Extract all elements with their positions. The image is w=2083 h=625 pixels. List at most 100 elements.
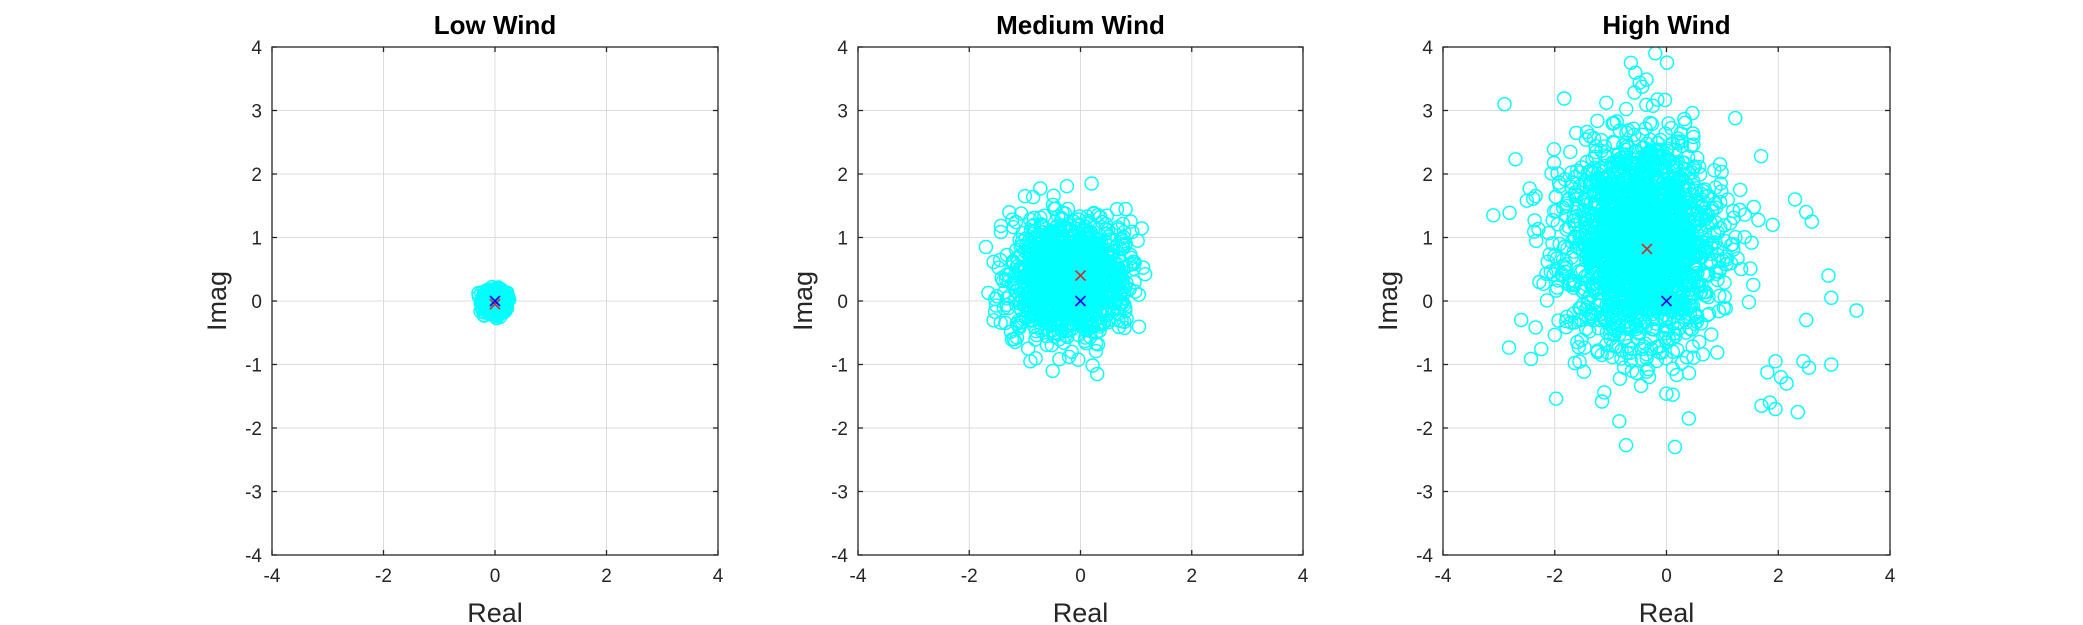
y-tick-label: 2	[251, 165, 262, 186]
y-tick-label: -3	[245, 483, 262, 504]
scatter-point	[1680, 254, 1695, 269]
y-tick-label: -4	[245, 546, 262, 567]
scatter-point	[1714, 164, 1729, 180]
scatter-point	[1556, 91, 1572, 106]
scatter-point	[1677, 115, 1693, 130]
scatter-point	[1657, 331, 1673, 346]
data-points	[978, 176, 1153, 382]
scatter-point	[1550, 217, 1565, 232]
scatter-point	[1565, 277, 1581, 293]
scatter-point	[1656, 216, 1671, 231]
x-marker	[489, 295, 501, 307]
scatter-point	[1639, 72, 1654, 87]
scatter-point	[1513, 312, 1529, 328]
y-tick-label: -1	[1416, 356, 1433, 377]
scatter-point	[1633, 207, 1649, 222]
scatter-point	[1577, 340, 1592, 355]
scatter-point	[1006, 331, 1021, 347]
x-marker-stroke	[489, 298, 501, 310]
scatter-point	[1026, 272, 1041, 287]
scatter-point	[1626, 127, 1642, 143]
scatter-point	[1581, 243, 1597, 259]
y-tick-label: -4	[831, 546, 848, 567]
scatter-point	[1585, 281, 1600, 296]
scatter-point	[1571, 236, 1587, 252]
scatter-point	[1054, 210, 1069, 226]
scatter-point	[1094, 288, 1109, 303]
scatter-point	[1633, 293, 1648, 308]
scatter-point	[1540, 254, 1555, 269]
scatter-point	[1639, 97, 1654, 113]
scatter-point	[1634, 79, 1650, 94]
axes: -4 -2 0 2 4 -4 -3 -2 -1 0 1 2 3 4	[1416, 38, 1896, 587]
scatter-point	[1526, 224, 1542, 239]
scatter-point	[1670, 342, 1685, 358]
scatter-point	[1682, 306, 1698, 322]
scatter-point	[1001, 274, 1016, 289]
data-points	[471, 279, 517, 326]
scatter-point	[1643, 331, 1658, 347]
scatter-point	[1640, 268, 1656, 283]
scatter-point	[1657, 263, 1673, 278]
scatter-point	[1093, 316, 1108, 332]
x-marker	[1074, 295, 1087, 307]
scatter-point	[1689, 225, 1704, 241]
scatter-point	[1550, 166, 1565, 181]
scatter-point	[1686, 137, 1701, 152]
scatter-point	[1679, 350, 1694, 365]
scatter-point	[1059, 178, 1075, 194]
scatter-point	[1618, 438, 1634, 453]
scatter-point	[1698, 284, 1714, 300]
scatter-point	[1667, 326, 1682, 341]
scatter-point	[1025, 189, 1041, 205]
scatter-point	[1616, 332, 1632, 347]
scatter-point	[1614, 343, 1629, 358]
scatter-point	[1546, 142, 1562, 157]
scatter-point	[1105, 270, 1120, 285]
scatter-point	[1606, 206, 1621, 222]
x-marker-stroke	[489, 295, 501, 307]
scatter-point	[1670, 134, 1686, 149]
scatter-point	[1599, 95, 1614, 111]
scatter-point	[993, 224, 1009, 240]
scatter-point	[1042, 243, 1057, 258]
scatter-point	[1737, 229, 1752, 245]
scatter-point	[1684, 187, 1699, 202]
scatter-point	[1578, 321, 1594, 337]
scatter-point	[1089, 366, 1105, 382]
scatter-point	[1790, 404, 1806, 420]
scatter-point	[1549, 251, 1564, 266]
scatter-point	[1642, 265, 1658, 280]
scatter-point	[1633, 169, 1649, 185]
scatter-point	[1635, 140, 1650, 156]
scatter-point	[1026, 210, 1042, 226]
x-tick-label: 4	[1885, 566, 1896, 587]
scatter-point	[1547, 327, 1563, 343]
scatter-point	[1614, 351, 1629, 366]
scatter-point	[1670, 154, 1686, 170]
scatter-point	[1660, 295, 1675, 311]
scatter-point	[1023, 354, 1038, 369]
scatter-point	[1078, 260, 1093, 276]
scatter-point	[1665, 387, 1680, 402]
scatter-point	[1732, 202, 1747, 218]
scatter-point	[1798, 312, 1814, 328]
scatter-point	[1657, 92, 1673, 108]
scatter-point	[1824, 290, 1839, 305]
scatter-point	[1686, 350, 1701, 365]
scatter-point	[1125, 224, 1140, 240]
scatter-point	[1594, 143, 1609, 159]
y-tick-label: 0	[837, 292, 848, 313]
scatter-point	[1573, 300, 1589, 316]
x-tick-label: 2	[601, 566, 612, 587]
scatter-point	[1064, 280, 1080, 295]
x-tick-label: -2	[961, 566, 978, 587]
scatter-point	[1089, 289, 1104, 304]
scatter-point	[1557, 259, 1572, 274]
y-tick-label: 1	[251, 229, 262, 250]
scatter-point	[1597, 385, 1612, 400]
scatter-point	[1620, 317, 1635, 333]
scatter-point	[1642, 155, 1657, 170]
scatter-point	[492, 293, 507, 308]
y-tick-label: -3	[1416, 483, 1433, 504]
